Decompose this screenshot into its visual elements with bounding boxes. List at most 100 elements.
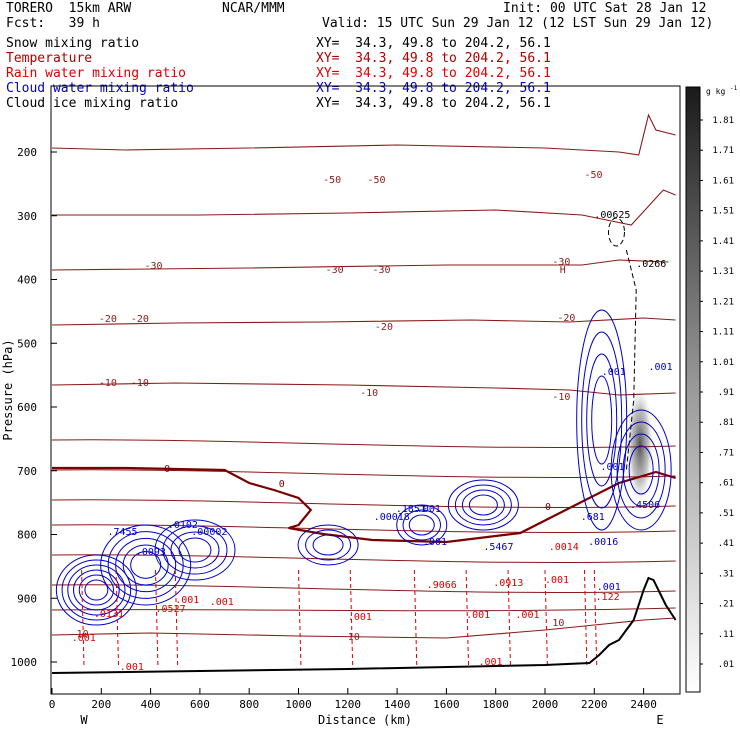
rain-label: .001 [210,597,234,608]
cloud-water-label: .00002 [191,527,227,538]
colorbar-tick-label: .61 [718,479,734,489]
isotherm-label: -10 [552,392,570,403]
cloud-water-contour [84,579,109,601]
colorbar-tick-label: 1.71 [712,146,734,156]
rain-contour [583,569,588,669]
rain-contour [507,569,511,669]
colorbar-tick-label: .41 [718,539,734,549]
rain-label: .001 [466,610,490,621]
cloud-water-label: .001 [600,462,624,473]
x-tick-label: 400 [141,698,161,711]
rain-contour [465,569,470,669]
rain-label: .0527 [156,604,186,615]
colorbar-tick-label: 1.41 [712,237,734,247]
rain-contour [298,569,302,669]
y-tick-label: 200 [17,146,37,159]
isotherm-label: -30 [144,261,162,272]
rain-label: .001 [478,657,502,668]
cloud-water-label: .0016 [588,537,618,548]
isotherm-lower [51,554,676,563]
cloud-water-label: .001 [602,367,626,378]
cloud-water-contour [154,519,236,581]
isotherm-10 [51,617,676,639]
cloud-water-label: .1851 [396,504,426,515]
x-tick-label: 1000 [285,698,312,711]
isotherm-label: -20 [131,314,149,325]
isotherm-label: -30 [552,257,570,268]
rain-contour [349,569,354,669]
cloud-water-contour [122,544,169,586]
rain-label: .001 [120,662,144,673]
colorbar-tick-label: .11 [718,630,734,640]
isotherm-label: 0 [279,479,285,490]
cloud-water-contour [468,494,498,516]
isotherm-label: 10 [552,618,564,629]
isotherm-label: -50 [368,175,386,186]
y-tick-label: 1000 [11,656,38,669]
isotherm-lower [51,607,676,612]
rain-label: .001 [545,575,569,586]
cloud-water-contour [305,529,352,561]
cloud-water-label: .001 [649,362,673,373]
y-tick-label: 700 [17,465,37,478]
field-xy: XY= 34.3, 49.8 to 204.2, 56.1 [316,96,551,111]
cloud-water-label: .001 [597,582,621,593]
y-axis-label: Pressure (hPa) [1,339,15,440]
y-tick-label: 600 [17,401,37,414]
cloud-water-label: .5467 [483,542,513,553]
isotherm-label: H [560,265,566,276]
isotherm--20 [51,317,676,326]
isotherm-lower [51,439,676,448]
x-end-label-west: W [80,713,88,727]
cloud-ice-contour [607,217,625,247]
cloud-water-contour [178,537,212,563]
colorbar-unit: g kg [706,87,725,96]
plot-frame [50,85,681,695]
org-label: NCAR/MMM [222,1,285,16]
colorbar-tick-label: .81 [718,418,734,428]
x-tick-label: 1600 [433,698,460,711]
cloud-water-label: .0102 [168,520,198,531]
colorbar-tick-label: 1.21 [712,297,734,307]
isotherm-label: 10 [77,629,89,640]
isotherm--40 [52,189,676,226]
cloud-water-contour [67,564,126,616]
colorbar-tick-label: 1.61 [712,176,734,186]
x-tick-label: 200 [91,698,111,711]
cloud-water-label: .001 [423,537,447,548]
isotherm-label: -20 [99,314,117,325]
cloud-water-label: .4506 [630,500,660,511]
field-xy: XY= 34.3, 49.8 to 204.2, 56.1 [316,81,551,96]
y-tick-label: 800 [17,529,37,542]
rain-contour [593,569,598,669]
rain-contour [413,569,418,669]
cloud-water-contour [576,309,628,531]
cloud-water-contour [591,375,613,465]
rain-label: .9066 [427,580,457,591]
isotherm-label: 10 [348,632,360,643]
valid-time: Valid: 15 UTC Sun 29 Jan 12 (12 LST Sun … [322,16,714,31]
cloud-water-contour [461,489,505,521]
cloud-water-contour [396,504,448,546]
colorbar-tick-label: .51 [718,509,734,519]
cloud-water-label: .0093 [136,547,166,558]
cloud-water-label: .00018 [374,512,410,523]
cloud-water-contour [622,433,660,507]
field-name: Snow mixing ratio [6,36,140,51]
isotherm--50 [51,113,676,156]
cloud-water-contour [61,559,132,621]
colorbar-tick-label: .71 [718,448,734,458]
rain-label: .122 [596,592,620,603]
cloud-water-contour [610,409,672,531]
x-tick-label: 2400 [630,698,657,711]
isotherm-lower [51,524,676,533]
colorbar-tick-label: 1.81 [712,116,734,126]
x-tick-label: 800 [239,698,259,711]
cloud-ice-label: .0266 [636,259,666,270]
cloud-water-contour [402,509,441,541]
rain-contour [544,569,548,669]
x-tick-label: 0 [49,698,56,711]
rain-contour [155,569,159,669]
